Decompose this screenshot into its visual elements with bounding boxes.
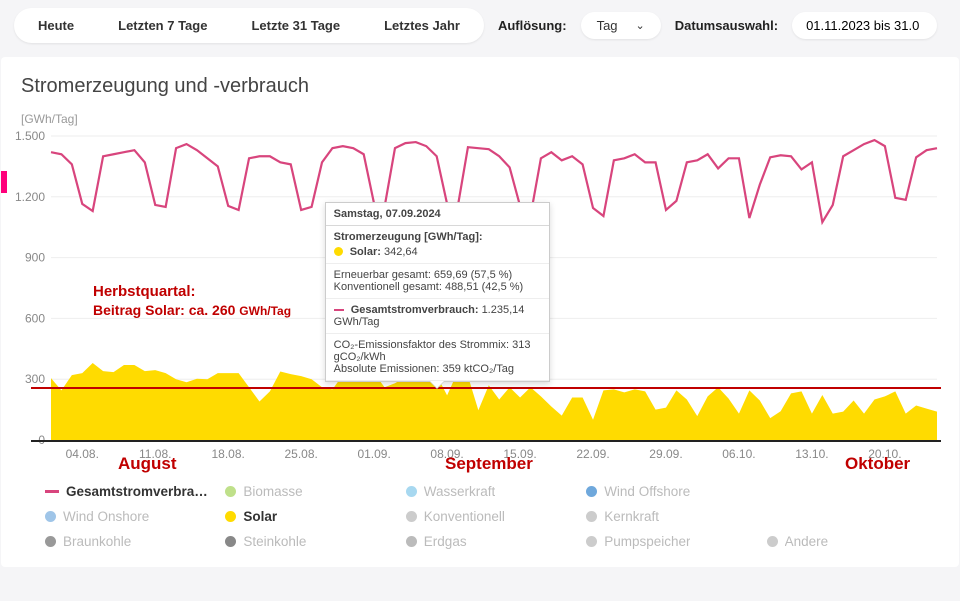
tooltip-total-row: Gesamtstromverbrauch: 1.235,14 GWh/Tag xyxy=(326,299,549,334)
tab-7days[interactable]: Letzten 7 Tage xyxy=(96,10,229,41)
svg-text:1.500: 1.500 xyxy=(15,130,45,143)
tab-today[interactable]: Heute xyxy=(16,10,96,41)
legend-item[interactable]: Biomasse xyxy=(225,484,391,499)
svg-text:900: 900 xyxy=(25,251,45,265)
legend-item[interactable]: Gesamtstromverbra… xyxy=(45,484,211,499)
tooltip-renewable: Erneuerbar gesamt: 659,69 (57,5 %) xyxy=(334,269,541,281)
legend-dot-icon xyxy=(225,511,236,522)
legend-label: Steinkohle xyxy=(243,534,306,549)
y-axis-unit: [GWh/Tag] xyxy=(13,112,947,126)
legend-label: Gesamtstromverbra… xyxy=(66,484,208,499)
legend-dot-icon xyxy=(406,486,417,497)
tooltip-co2-abs: Absolute Emissionen: 359 ktCO₂/Tag xyxy=(334,363,541,375)
svg-text:1.200: 1.200 xyxy=(15,190,45,204)
legend-item[interactable]: Solar xyxy=(225,509,391,524)
chart-area: [GWh/Tag] 03006009001.2001.50004.08.11.0… xyxy=(1,104,959,470)
legend-label: Wasserkraft xyxy=(424,484,496,499)
tooltip-co2-factor: CO₂-Emissionsfaktor des Strommix: 313 gC… xyxy=(334,339,541,363)
svg-text:04.08.: 04.08. xyxy=(66,447,99,461)
time-range-tabs: Heute Letzten 7 Tage Letzte 31 Tage Letz… xyxy=(14,8,484,43)
legend-item[interactable]: Wind Onshore xyxy=(45,509,211,524)
legend-label: Solar xyxy=(243,509,277,524)
svg-text:300: 300 xyxy=(25,372,45,386)
svg-text:25.08.: 25.08. xyxy=(284,447,317,461)
tooltip-section-title: Stromerzeugung [GWh/Tag]: xyxy=(334,231,541,243)
chart-tooltip: Samstag, 07.09.2024 Stromerzeugung [GWh/… xyxy=(325,202,550,382)
date-range-input[interactable] xyxy=(792,12,937,39)
legend-item[interactable]: Andere xyxy=(767,534,933,549)
svg-text:01.09.: 01.09. xyxy=(357,447,390,461)
chart-plot[interactable]: 03006009001.2001.50004.08.11.08.18.08.25… xyxy=(13,130,947,470)
legend-dot-icon xyxy=(225,536,236,547)
legend-dot-icon xyxy=(586,486,597,497)
legend-label: Biomasse xyxy=(243,484,302,499)
svg-text:29.09.: 29.09. xyxy=(649,447,682,461)
month-label-sep: September xyxy=(445,454,533,474)
resolution-label: Auflösung: xyxy=(498,18,567,33)
legend-label: Konventionell xyxy=(424,509,505,524)
legend-label: Erdgas xyxy=(424,534,467,549)
legend-label: Kernkraft xyxy=(604,509,659,524)
chart-legend: Gesamtstromverbra… Biomasse Wasserkraft Win… xyxy=(1,470,959,567)
svg-text:600: 600 xyxy=(25,311,45,325)
svg-text:18.08.: 18.08. xyxy=(212,447,245,461)
tab-31days[interactable]: Letzte 31 Tage xyxy=(229,10,362,41)
legend-item[interactable]: Konventionell xyxy=(406,509,572,524)
legend-dot-icon xyxy=(586,536,597,547)
zero-line xyxy=(31,440,941,442)
tooltip-conventional: Konventionell gesamt: 488,51 (42,5 %) xyxy=(334,281,541,293)
legend-line-icon xyxy=(45,490,59,493)
legend-item[interactable]: Wind Offshore xyxy=(586,484,752,499)
legend-item[interactable]: Wasserkraft xyxy=(406,484,572,499)
legend-item[interactable]: Steinkohle xyxy=(225,534,391,549)
legend-label: Braunkohle xyxy=(63,534,131,549)
overlay-line2: Beitrag Solar: ca. 260 GWh/Tag xyxy=(93,302,291,318)
reference-line xyxy=(31,387,941,389)
month-label-aug: August xyxy=(118,454,177,474)
legend-dot-icon xyxy=(45,511,56,522)
tab-year[interactable]: Letztes Jahr xyxy=(362,10,482,41)
legend-label: Wind Onshore xyxy=(63,509,149,524)
top-controls: Heute Letzten 7 Tage Letzte 31 Tage Letz… xyxy=(0,0,960,51)
svg-text:06.10.: 06.10. xyxy=(722,447,755,461)
chart-title: Stromerzeugung und -verbrauch xyxy=(1,57,959,104)
legend-dot-icon xyxy=(225,486,236,497)
chevron-down-icon: ⌄ xyxy=(636,19,645,32)
legend-label: Pumpspeicher xyxy=(604,534,690,549)
month-label-oct: Oktober xyxy=(845,454,910,474)
tooltip-solar-row: Solar: 342,64 xyxy=(334,246,541,258)
tooltip-date: Samstag, 07.09.2024 xyxy=(326,203,549,226)
legend-item[interactable]: Pumpspeicher xyxy=(586,534,752,549)
legend-label: Andere xyxy=(785,534,829,549)
legend-dot-icon xyxy=(767,536,778,547)
svg-text:22.09.: 22.09. xyxy=(576,447,609,461)
legend-dot-icon xyxy=(406,536,417,547)
legend-dot-icon xyxy=(586,511,597,522)
legend-item[interactable]: Erdgas xyxy=(406,534,572,549)
legend-label: Wind Offshore xyxy=(604,484,690,499)
legend-dot-icon xyxy=(45,536,56,547)
resolution-select[interactable]: Tag ⌄ xyxy=(581,12,661,39)
date-label: Datumsauswahl: xyxy=(675,18,778,33)
legend-dot-icon xyxy=(406,511,417,522)
legend-item[interactable]: Braunkohle xyxy=(45,534,211,549)
overlay-line1: Herbstquartal: xyxy=(93,283,196,300)
chart-panel: Stromerzeugung und -verbrauch [GWh/Tag] … xyxy=(1,57,959,567)
resolution-value: Tag xyxy=(597,18,618,33)
svg-text:13.10.: 13.10. xyxy=(795,447,828,461)
legend-item[interactable]: Kernkraft xyxy=(586,509,752,524)
